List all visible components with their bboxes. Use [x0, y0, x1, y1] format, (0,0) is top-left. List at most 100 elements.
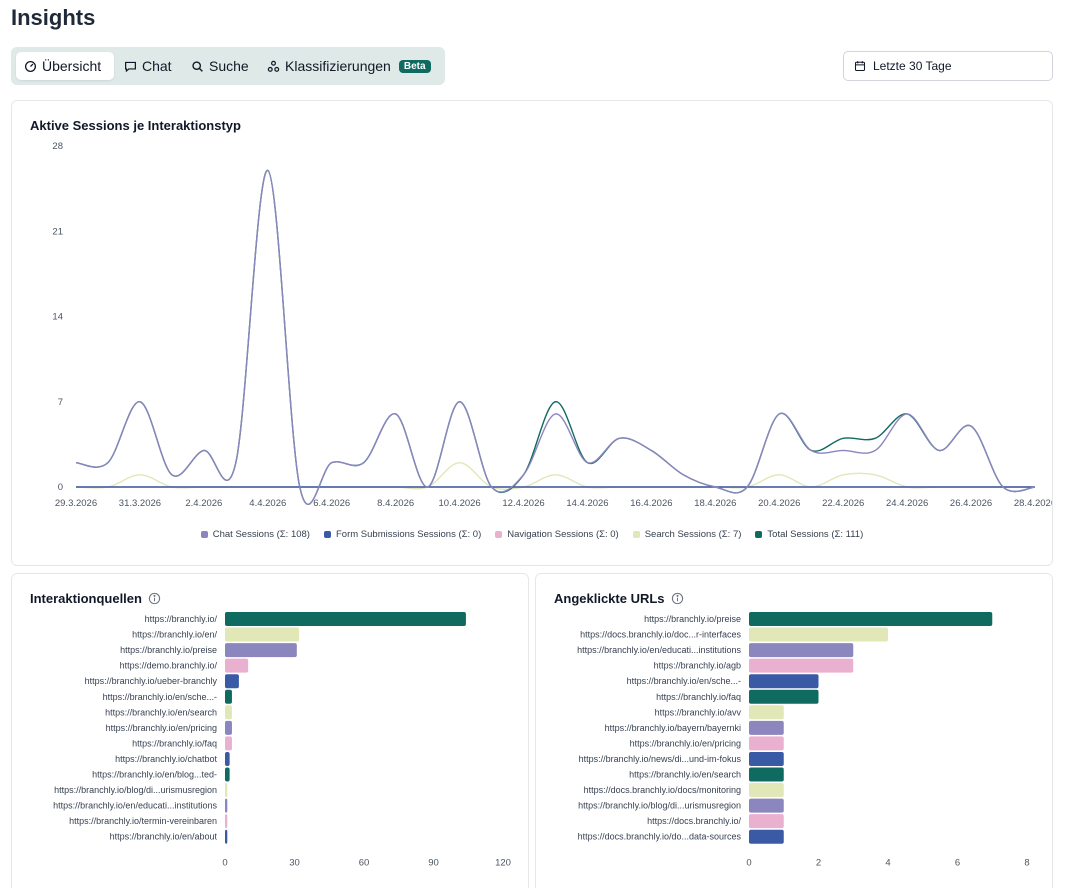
x-tick-label: 29.3.2026: [55, 498, 97, 509]
bar-https-branchly-io-faq[interactable]: [749, 689, 819, 704]
bar-https-branchly-io-en-search[interactable]: [749, 767, 784, 782]
legend-label: Search Sessions (Σ: 7): [644, 529, 742, 540]
bar-https-branchly-io-en-search[interactable]: [225, 705, 232, 720]
bar-https-branchly-io-avv[interactable]: [749, 705, 784, 720]
x-tick-label: 90: [428, 857, 439, 868]
bar-https-docs-branchly-io-doc-r-interfaces[interactable]: [749, 627, 888, 642]
legend-item-total[interactable]: Total Sessions (Σ: 111): [755, 529, 863, 540]
bar-https-docs-branchly-io[interactable]: [749, 814, 784, 829]
legend-swatch: [200, 531, 208, 538]
tab-overview[interactable]: Übersicht: [16, 52, 114, 80]
tab-search[interactable]: Suche: [183, 52, 257, 80]
x-tick-label: 4: [885, 857, 890, 868]
x-tick-label: 24.4.2026: [886, 498, 928, 509]
urls-chart-card: Angeklickte URLs https://branchly.io/pre…: [535, 573, 1053, 888]
x-tick-label: 60: [359, 857, 370, 868]
category-label: https://branchly.io/preise: [644, 614, 741, 624]
bar-https-branchly-io-preise[interactable]: [225, 643, 297, 658]
bar-https-branchly-io-ueber-branchly[interactable]: [225, 674, 239, 689]
classification-icon: [267, 60, 280, 72]
bar-https-branchly-io-en-pricing[interactable]: [225, 720, 232, 735]
y-tick-label: 14: [52, 312, 63, 323]
x-tick-label: 12.4.2026: [502, 498, 544, 509]
tab-label: Übersicht: [42, 58, 102, 74]
category-label: https://branchly.io/en/sche...-: [103, 692, 217, 702]
bar-https-branchly-io-blog-di-urismusregion[interactable]: [749, 798, 784, 813]
legend-item-search[interactable]: Search Sessions (Σ: 7): [632, 529, 742, 540]
bar-https-branchly-io-agb[interactable]: [749, 658, 854, 673]
x-tick-label: 30: [289, 857, 300, 868]
category-label: https://branchly.io/agb: [654, 661, 741, 671]
x-tick-label: 6.4.2026: [313, 498, 350, 509]
bar-https-branchly-io[interactable]: [225, 612, 466, 626]
category-label: https://branchly.io/en/search: [105, 707, 217, 717]
category-label: https://branchly.io/preise: [120, 645, 217, 655]
tab-label: Suche: [209, 58, 249, 74]
category-label: https://branchly.io/bayern/bayernki: [605, 723, 741, 733]
bar-https-branchly-io-preise[interactable]: [749, 612, 993, 626]
legend-swatch: [323, 531, 331, 538]
bar-https-branchly-io-en-sche[interactable]: [225, 689, 232, 704]
bar-https-docs-branchly-io-do-data-sources[interactable]: [749, 829, 784, 844]
x-tick-label: 8.4.2026: [377, 498, 414, 509]
date-range-select[interactable]: Letzte 30 Tage: [843, 51, 1053, 81]
legend-item-navigation[interactable]: Navigation Sessions (Σ: 0): [495, 529, 619, 540]
category-label: https://docs.branchly.io/do...data-sourc…: [578, 832, 742, 842]
tab-classifications[interactable]: Klassifizierungen Beta: [259, 52, 439, 80]
y-tick-label: 0: [58, 482, 63, 493]
chart-title: Aktive Sessions je Interaktionstyp: [30, 118, 241, 133]
legend-item-form[interactable]: Form Submissions Sessions (Σ: 0): [323, 529, 482, 540]
tab-chat[interactable]: Chat: [116, 52, 180, 80]
category-label: https://branchly.io/en/pricing: [106, 723, 217, 733]
bar-https-branchly-io-chatbot[interactable]: [225, 751, 230, 766]
category-label: https://branchly.io/en/about: [110, 832, 218, 842]
bar-https-branchly-io-en-blog-ted[interactable]: [225, 767, 230, 782]
x-tick-label: 4.4.2026: [249, 498, 286, 509]
gauge-icon: [24, 60, 37, 72]
bar-https-branchly-io-faq[interactable]: [225, 736, 232, 751]
info-icon[interactable]: [148, 592, 161, 605]
category-label: https://branchly.io/en/pricing: [630, 738, 741, 748]
series-line-search[interactable]: [75, 461, 1035, 491]
legend-label: Total Sessions (Σ: 111): [767, 529, 864, 540]
bar-https-branchly-io-bayern-bayernki[interactable]: [749, 720, 784, 735]
x-tick-label: 18.4.2026: [694, 498, 736, 509]
x-tick-label: 2.4.2026: [185, 498, 222, 509]
bar-https-branchly-io-en-educati-institutions[interactable]: [225, 798, 228, 813]
bar-https-docs-branchly-io-docs-monitoring[interactable]: [749, 783, 784, 798]
bar-https-branchly-io-en-sche[interactable]: [749, 674, 819, 689]
sources-bar-chart: https://branchly.io/https://branchly.io/…: [53, 612, 511, 868]
category-label: https://branchly.io/: [145, 614, 218, 624]
bar-https-branchly-io-en-about[interactable]: [225, 829, 228, 844]
y-tick-label: 21: [52, 226, 63, 237]
legend-item-chat[interactable]: Chat Sessions (Σ: 108): [200, 529, 310, 540]
tab-label: Chat: [142, 58, 172, 74]
bar-https-branchly-io-en[interactable]: [225, 627, 300, 642]
bar-https-demo-branchly-io[interactable]: [225, 658, 249, 673]
info-icon[interactable]: [671, 592, 684, 605]
bar-https-branchly-io-news-di-und-im-fokus[interactable]: [749, 751, 784, 766]
legend-swatch: [755, 531, 763, 538]
bar-https-branchly-io-blog-di-urismusregion[interactable]: [225, 783, 228, 798]
bar-https-branchly-io-termin-vereinbaren[interactable]: [225, 814, 228, 829]
category-label: https://branchly.io/en/search: [629, 770, 741, 780]
legend-label: Form Submissions Sessions (Σ: 0): [335, 529, 482, 540]
x-tick-label: 20.4.2026: [758, 498, 800, 509]
bar-https-branchly-io-en-educati-institutions[interactable]: [749, 643, 854, 658]
category-label: https://branchly.io/avv: [655, 707, 742, 717]
category-label: https://branchly.io/en/educati...institu…: [577, 645, 741, 655]
sources-title: Interaktionquellen: [30, 591, 142, 606]
x-tick-label: 22.4.2026: [822, 498, 864, 509]
category-label: https://branchly.io/chatbot: [115, 754, 217, 764]
legend-swatch: [495, 531, 503, 538]
series-line-total[interactable]: [75, 169, 1036, 506]
sources-title-row: Interaktionquellen: [30, 591, 161, 606]
category-label: https://branchly.io/en/sche...-: [627, 676, 741, 686]
x-tick-label: 14.4.2026: [566, 498, 608, 509]
series-line-chat[interactable]: [75, 169, 1036, 506]
bar-https-branchly-io-en-pricing[interactable]: [749, 736, 784, 751]
tab-label: Klassifizierungen: [285, 58, 391, 74]
urls-title: Angeklickte URLs: [554, 591, 665, 606]
category-label: https://branchly.io/en/educati...institu…: [53, 801, 217, 811]
sources-chart-card: Interaktionquellen https://branchly.io/h…: [11, 573, 529, 888]
